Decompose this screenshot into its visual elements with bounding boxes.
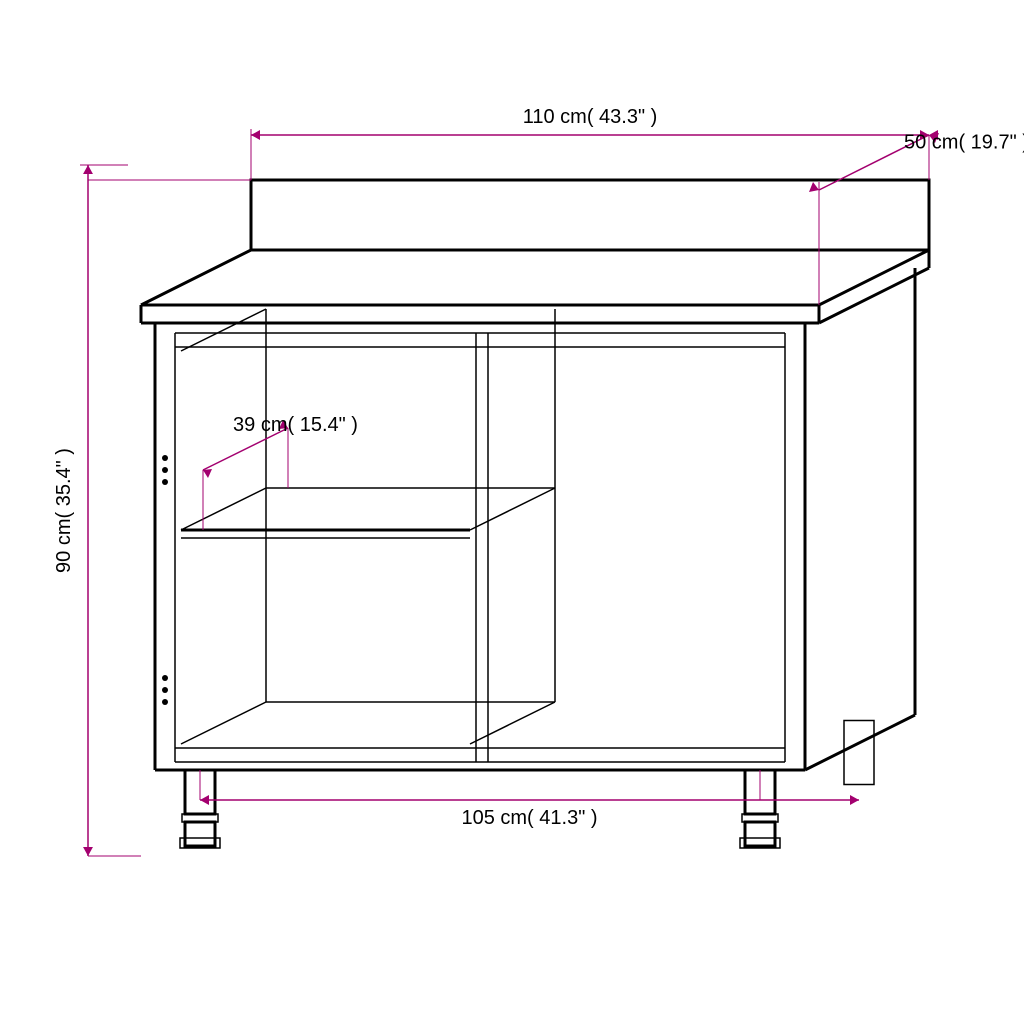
dim-label: 105 cm( 41.3" ) <box>461 807 597 829</box>
dim-label: 110 cm( 43.3" ) <box>523 106 658 128</box>
dim-height-label: 90 cm( 35.4" ) <box>53 448 75 573</box>
dim-shelf-label: 39 cm( 15.4" ) <box>233 414 358 436</box>
dim-depth-label: 50 cm( 19.7" ) <box>904 132 1024 154</box>
